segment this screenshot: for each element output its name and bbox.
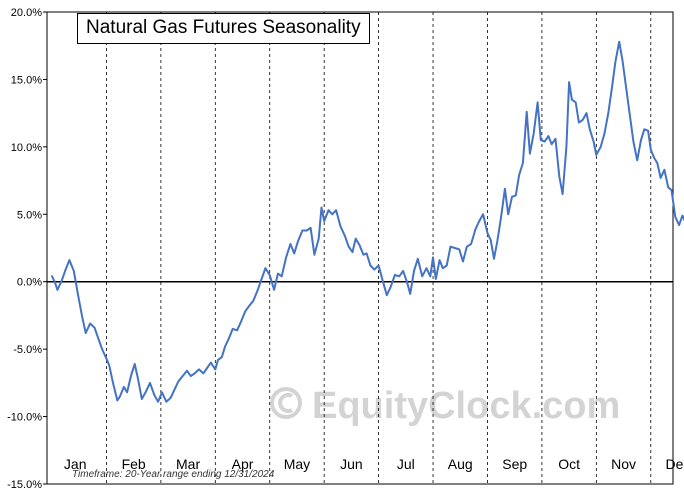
- month-label-jul: Jul: [397, 456, 415, 472]
- y-tick-label: 10.0%: [11, 142, 42, 154]
- month-label-mar: Mar: [176, 456, 200, 472]
- series-line-0: [51, 40, 684, 403]
- y-tick-label: 20.0%: [11, 7, 42, 19]
- y-tick-label: -15.0%: [7, 479, 42, 491]
- y-tick-label: 5.0%: [17, 209, 42, 221]
- y-axis: 20.0% 15.0% 10.0% 5.0% 0.0% -5.0% -10.0% -15.0%: [7, 7, 47, 491]
- month-label-jan: Jan: [64, 456, 87, 472]
- watermark: EquityClock.com: [270, 385, 620, 427]
- y-tick-label: 15.0%: [11, 74, 42, 86]
- month-label-may: May: [284, 456, 310, 472]
- chart-title: Natural Gas Futures Seasonality: [77, 13, 370, 44]
- month-label-nov: Nov: [611, 456, 636, 472]
- month-label-feb: Feb: [122, 456, 146, 472]
- month-label-apr: Apr: [232, 456, 254, 472]
- y-tick-label: -5.0%: [13, 344, 42, 356]
- watermark-text: EquityClock.com: [312, 385, 620, 427]
- month-label-oct: Oct: [558, 456, 580, 472]
- y-tick-label: 0.0%: [17, 277, 42, 289]
- series-group: [51, 40, 684, 403]
- y-tick-label: -10.0%: [7, 412, 42, 424]
- month-label-dec: Dec: [666, 456, 684, 472]
- copyright-icon: [270, 387, 302, 419]
- month-label-sep: Sep: [502, 456, 527, 472]
- month-label-jun: Jun: [340, 456, 363, 472]
- vertical-gridlines: [106, 12, 652, 484]
- x-axis: Jan Feb Mar Apr May Jun Jul Aug Sep Oct Nov Dec: [64, 456, 684, 472]
- month-label-aug: Aug: [448, 456, 473, 472]
- timeframe-note: Timeframe: 20-Year range ending 12/31/20…: [72, 469, 275, 480]
